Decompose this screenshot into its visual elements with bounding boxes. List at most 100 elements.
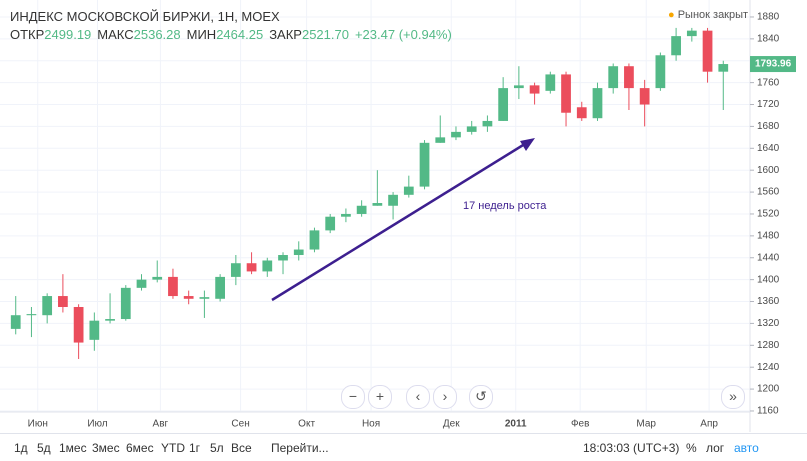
stat-label: ЗАКР [269,27,302,42]
last-price-tag [750,56,796,73]
range-button[interactable]: 1мес [59,441,87,455]
candle-body [686,30,697,37]
reset[interactable]: ↺ [469,385,493,409]
candle-body [136,279,147,288]
x-tick-label: Июн [28,419,48,430]
candle-body [89,320,100,340]
candle-body [592,88,603,119]
range-button[interactable]: 6мес [126,441,154,455]
range-button[interactable]: YTD [161,441,185,455]
candle-body [230,263,241,277]
header: ИНДЕКС МОСКОВСКОЙ БИРЖИ, 1Н, MOEX ОТКР24… [10,8,452,44]
y-tick-label: 1160 [757,406,779,417]
candle-body [42,296,53,316]
scroll-left[interactable]: ‹ [406,385,430,409]
y-tick-label: 1560 [757,187,780,198]
candle-body [451,131,461,138]
x-tick-label: Дек [443,419,460,430]
market-status: ● Рынок закрыт [668,9,749,21]
status-text: Рынок закрыт [677,9,749,21]
stat-label: МИН [186,27,217,42]
candle-body [624,66,634,89]
stats: ОТКР2499.19 МАКС2536.28 МИН2464.25 ЗАКР2521… [10,26,452,44]
y-tick-label: 1280 [757,340,780,351]
y-tick-label: 1480 [757,230,780,241]
x-tick-label: 2011 [505,419,527,430]
percent-button[interactable]: % [686,441,697,455]
candle-body [388,194,398,206]
x-tick-label: Авг [153,419,169,430]
x-tick-label: Ноя [362,419,380,430]
candle-body [183,296,194,299]
candle-body [372,203,383,206]
candle-body [466,126,477,132]
candle-body [513,85,524,89]
candle-body [120,287,131,320]
title: ИНДЕКС МОСКОВСКОЙ БИРЖИ, 1Н, MOEX [10,9,280,24]
candle-body [671,36,681,56]
candle-body [498,88,509,121]
candle-body [529,85,540,94]
candle-body [655,55,666,89]
candle-body [73,306,84,343]
candle-body [215,276,225,299]
stat-label: ОТКР [10,27,45,42]
arrow-head [520,138,535,151]
candle-body [309,230,320,250]
candle-body [341,213,351,217]
y-tick-label: 1200 [757,384,780,395]
y-tick-label: 1640 [757,143,780,154]
scroll-right[interactable]: › [433,385,457,409]
range-button[interactable]: Все [231,441,252,455]
log-button[interactable]: лог [706,441,725,455]
candle-body [105,319,115,321]
candle-body [608,66,619,89]
clock: 18:03:03 (UTC+3) [583,441,680,455]
candle-body [419,142,430,187]
stat-value: 2499.19 [44,27,92,42]
candle-body [152,276,163,280]
candle-body [199,297,210,299]
y-tick-label: 1760 [757,77,780,88]
y-tick-label: 1240 [757,362,780,373]
candle-body [293,249,304,256]
candle-body [702,30,713,72]
toolbar: 1д 5д 1мес 3мес 6мес YTD 1г 5л Все Перейти... 18:0… [0,433,807,461]
range-button[interactable]: 5д [37,441,51,455]
candle-body [403,186,414,195]
candle-body [482,120,493,127]
grid [0,0,750,412]
auto-button[interactable]: авто [734,441,759,455]
y-tick-label: 1840 [757,33,780,44]
candle-body [278,255,288,261]
x-tick-label: Фев [571,419,589,430]
range-button[interactable]: 5л [210,441,224,455]
candle-body [26,314,37,316]
zoom-in[interactable]: + [368,385,392,409]
y-tick-label: 1400 [757,274,780,285]
candle-body [168,276,178,297]
range-button[interactable]: 1д [14,441,28,455]
zoom-out[interactable]: − [341,385,365,409]
candle-body [576,107,587,119]
range-button[interactable]: 1г [189,441,201,455]
candle-body [262,260,273,272]
y-tick-label: 1520 [757,209,780,220]
annotation: 17 недель роста [463,200,547,212]
candle-body [356,205,367,214]
candle-body [718,64,729,72]
candle-body [435,137,446,143]
x-tick-label: Июл [87,419,107,430]
x-tick-label: Мар [636,419,656,430]
stat-value: 2536.28 [133,27,181,42]
range-button[interactable]: 3мес [92,441,120,455]
goto-button[interactable]: Перейти... [271,441,329,455]
last-price-label: 1793.96 [755,59,792,70]
candle-body [561,74,571,113]
candle-body [325,216,336,231]
y-tick-label: 1320 [757,318,780,329]
go-latest[interactable]: » [721,385,745,409]
x-tick-label: Сен [231,419,249,430]
